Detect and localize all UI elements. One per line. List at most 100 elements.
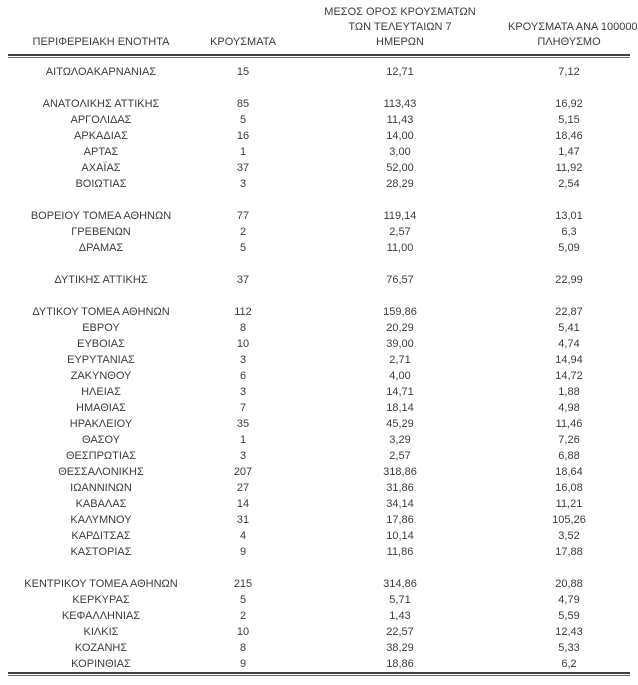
cell-avg7days: 2,71	[389, 354, 411, 366]
cell-region: ΑΡΚΑΔΙΑΣ	[74, 130, 128, 142]
column-header-cases: ΚΡΟΥΣΜΑΤΑ	[210, 36, 276, 48]
cell-cases: 5	[239, 242, 247, 254]
spacer-row	[8, 80, 630, 96]
table-row: ΕΒΡΟΥ 8 20,29 5,41	[8, 320, 630, 336]
cell-per100k: 11,92	[555, 162, 583, 174]
column-header-avg7days: ΜΕΣΟΣ ΟΡΟΣ ΚΡΟΥΣΜΑΤΩΝ ΤΩΝ ΤΕΛΕΥΤΑΙΩΝ 7 Η…	[324, 6, 476, 48]
cell-cases: 4	[239, 530, 247, 542]
cell-per100k: 16,08	[555, 482, 583, 494]
cell-per100k: 22,87	[555, 306, 583, 318]
cell-per100k: 18,64	[555, 466, 583, 478]
table-row: ΔΥΤΙΚΗΣ ΑΤΤΙΚΗΣ 37 76,57 22,99	[8, 272, 630, 288]
cell-avg7days: 159,86	[383, 306, 417, 318]
cell-region: ΗΛΕΙΑΣ	[81, 386, 121, 398]
cell-region: ΑΡΤΑΣ	[83, 146, 119, 158]
table-row: ΚΑΛΥΜΝΟΥ 31 17,86 105,26	[8, 512, 630, 528]
cell-cases: 10	[236, 338, 250, 350]
cell-per100k: 12,43	[555, 626, 583, 638]
cell-per100k: 7,12	[558, 66, 580, 78]
cell-cases: 3	[239, 386, 247, 398]
cell-per100k: 4,98	[558, 402, 580, 414]
cell-per100k: 6,2	[561, 658, 577, 670]
cell-region: ΓΡΕΒΕΝΩΝ	[71, 226, 131, 238]
cell-cases: 207	[233, 466, 253, 478]
cell-avg7days: 22,57	[386, 626, 414, 638]
cell-per100k: 16,92	[555, 98, 583, 110]
cell-cases: 3	[239, 178, 247, 190]
table-row: ΒΟΙΩΤΙΑΣ 3 28,29 2,54	[8, 176, 630, 192]
table-row: ΙΩΑΝΝΙΝΩΝ 27 31,86 16,08	[8, 480, 630, 496]
table-row: ΑΡΓΟΛΙΔΑΣ 5 11,43 5,15	[8, 112, 630, 128]
table-row: ΚΟΡΙΝΘΙΑΣ 9 18,86 6,2	[8, 656, 630, 672]
cell-avg7days: 3,29	[389, 434, 411, 446]
table-row: ΚΕΝΤΡΙΚΟΥ ΤΟΜΕΑ ΑΘΗΝΩΝ 215 314,86 20,88	[8, 576, 630, 592]
cell-per100k: 22,99	[555, 274, 583, 286]
cell-per100k: 14,72	[555, 370, 583, 382]
cell-avg7days: 45,29	[386, 418, 414, 430]
cell-cases: 9	[239, 658, 247, 670]
table-row: ΚΟΖΑΝΗΣ 8 38,29 5,33	[8, 640, 630, 656]
cell-region: ΒΟΙΩΤΙΑΣ	[75, 178, 127, 190]
cell-avg7days: 10,14	[386, 530, 414, 542]
cell-per100k: 1,88	[558, 386, 580, 398]
footer-double-rule	[8, 672, 630, 676]
cell-cases: 37	[236, 162, 250, 174]
cell-per100k: 18,46	[555, 130, 583, 142]
table-body: ΑΙΤΩΛΟΑΚΑΡΝΑΝΙΑΣ 15 12,71 7,12 ΑΝΑΤΟΛΙΚΗ…	[8, 58, 630, 672]
cell-cases: 8	[239, 322, 247, 334]
cell-avg7days: 52,00	[386, 162, 414, 174]
cell-per100k: 5,15	[558, 114, 580, 126]
cell-cases: 6	[239, 370, 247, 382]
table-row: ΘΕΣΣΑΛΟΝΙΚΗΣ 207 318,86 18,64	[8, 464, 630, 480]
table-row: ΑΧΑΪΑΣ 37 52,00 11,92	[8, 160, 630, 176]
cell-cases: 16	[236, 130, 250, 142]
cell-region: ΚΙΛΚΙΣ	[83, 626, 119, 638]
cell-region: ΔΥΤΙΚΟΥ ΤΟΜΕΑ ΑΘΗΝΩΝ	[32, 306, 170, 318]
cell-per100k: 14,94	[555, 354, 583, 366]
cell-cases: 85	[236, 98, 250, 110]
cell-avg7days: 119,14	[383, 210, 417, 222]
cell-region: ΘΕΣΣΑΛΟΝΙΚΗΣ	[58, 466, 144, 478]
table-row: ΑΙΤΩΛΟΑΚΑΡΝΑΝΙΑΣ 15 12,71 7,12	[8, 64, 630, 80]
table-row: ΑΝΑΤΟΛΙΚΗΣ ΑΤΤΙΚΗΣ 85 113,43 16,92	[8, 96, 630, 112]
cell-avg7days: 12,71	[386, 66, 414, 78]
cell-per100k: 5,59	[558, 610, 580, 622]
cell-avg7days: 318,86	[383, 466, 417, 478]
column-header-per100k: ΚΡΟΥΣΜΑΤΑ ΑΝΑ 100000 ΠΛΗΘΥΣΜΟ	[508, 21, 638, 48]
cell-avg7days: 28,29	[386, 178, 414, 190]
cell-per100k: 4,74	[558, 338, 580, 350]
cell-region: ΒΟΡΕΙΟΥ ΤΟΜΕΑ ΑΘΗΝΩΝ	[30, 210, 172, 222]
cell-cases: 3	[239, 354, 247, 366]
cell-avg7days: 11,00	[386, 242, 414, 254]
cell-avg7days: 2,57	[389, 450, 411, 462]
cell-region: ΙΩΑΝΝΙΝΩΝ	[70, 482, 132, 494]
spacer-row	[8, 560, 630, 576]
cell-per100k: 3,52	[558, 530, 580, 542]
header-double-rule	[8, 54, 630, 58]
cell-per100k: 13,01	[555, 210, 583, 222]
cell-cases: 2	[239, 610, 247, 622]
cell-avg7days: 38,29	[386, 642, 414, 654]
cell-cases: 1	[239, 434, 247, 446]
table-header: ΠΕΡΙΦΕΡΕΙΑΚΗ ΕΝΟΤΗΤΑ ΚΡΟΥΣΜΑΤΑ ΜΕΣΟΣ ΟΡΟ…	[8, 2, 638, 54]
table-row: ΑΡΚΑΔΙΑΣ 16 14,00 18,46	[8, 128, 630, 144]
cell-cases: 112	[234, 306, 252, 318]
cell-region: ΘΕΣΠΡΩΤΙΑΣ	[65, 450, 137, 462]
cell-region: ΑΙΤΩΛΟΑΚΑΡΝΑΝΙΑΣ	[45, 66, 157, 78]
cell-per100k: 17,88	[555, 546, 583, 558]
cell-avg7days: 14,00	[386, 130, 414, 142]
cell-region: ΕΥΡΥΤΑΝΙΑΣ	[67, 354, 135, 366]
cell-avg7days: 1,43	[389, 610, 411, 622]
cell-cases: 14	[236, 498, 250, 510]
cell-cases: 10	[236, 626, 250, 638]
cell-region: ΚΕΦΑΛΛΗΝΙΑΣ	[61, 610, 141, 622]
cell-per100k: 5,09	[558, 242, 580, 254]
cell-region: ΚΟΖΑΝΗΣ	[74, 642, 128, 654]
cell-cases: 1	[239, 146, 247, 158]
cell-avg7days: 18,14	[386, 402, 414, 414]
cell-per100k: 6,3	[561, 226, 577, 238]
cell-avg7days: 76,57	[386, 274, 414, 286]
spacer-row	[8, 256, 630, 272]
cell-per100k: 6,88	[558, 450, 580, 462]
table-row: ΚΕΡΚΥΡΑΣ 5 5,71 4,79	[8, 592, 630, 608]
